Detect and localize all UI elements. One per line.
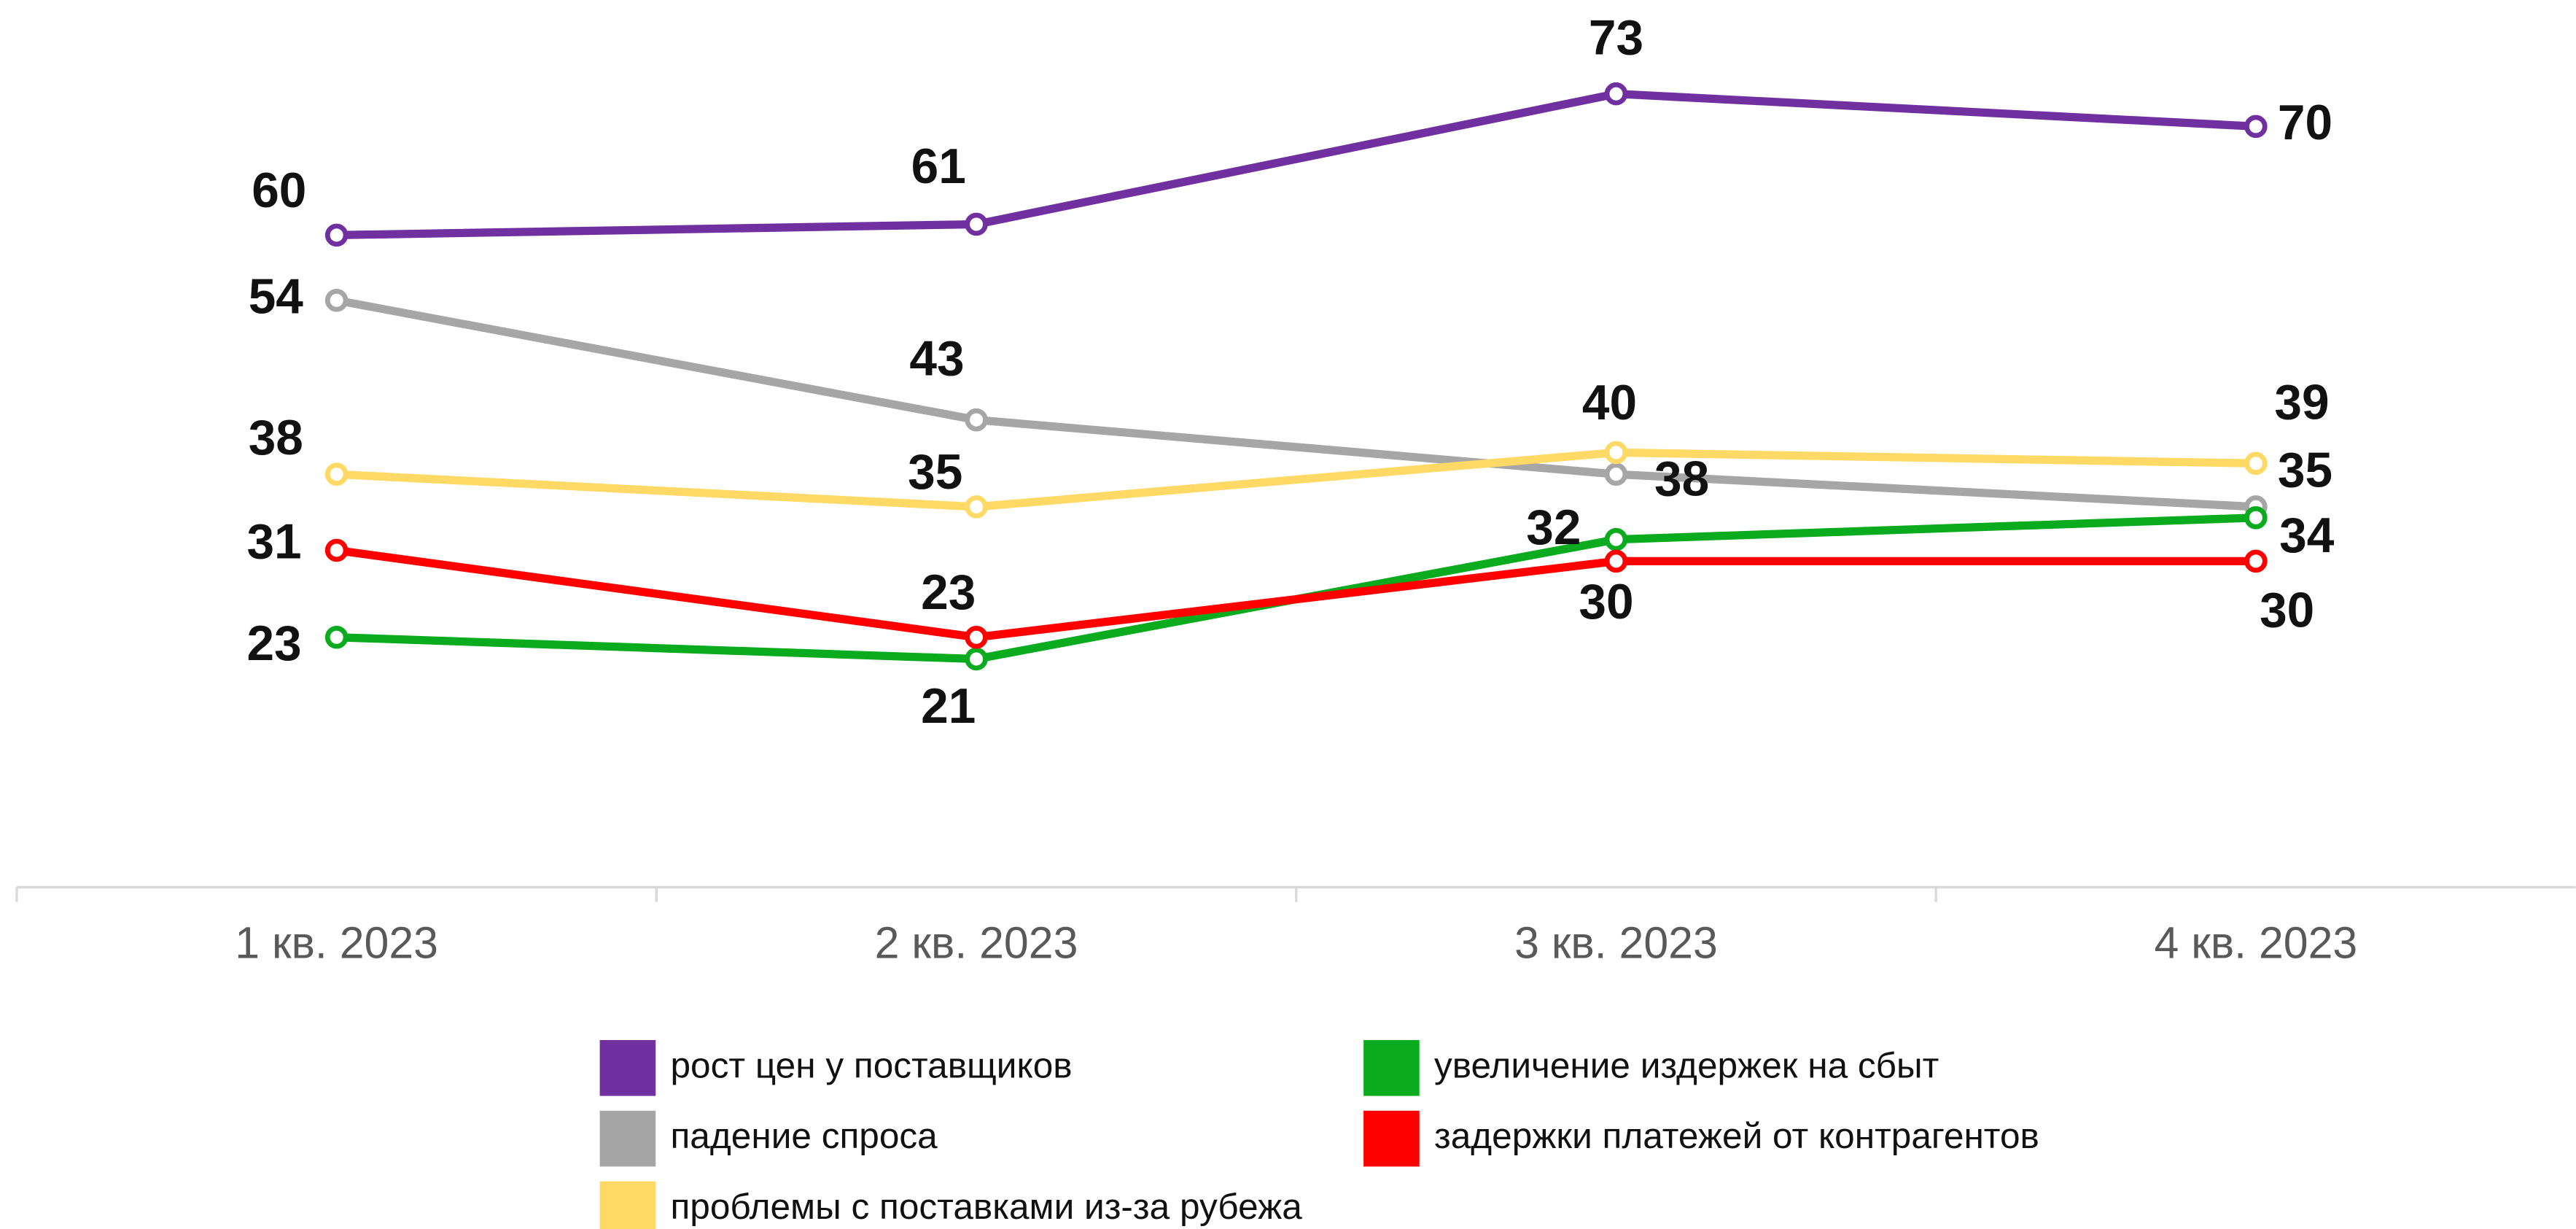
data-label: 60 (252, 163, 306, 218)
point-marker (1604, 549, 1628, 573)
data-label: 38 (1654, 451, 1709, 506)
point-marker (2244, 115, 2268, 139)
point-marker (324, 462, 349, 486)
point-marker (1604, 527, 1628, 551)
point-marker (965, 408, 988, 432)
x-tick-label: 1 кв. 2023 (235, 918, 438, 968)
x-tick-label: 2 кв. 2023 (875, 918, 1078, 968)
point-marker (2244, 506, 2268, 530)
legend-label: проблемы с поставками из-за рубежа (670, 1186, 1302, 1227)
x-tick-label: 4 кв. 2023 (2155, 918, 2358, 968)
point-marker (1604, 82, 1628, 106)
data-label: 35 (908, 445, 962, 500)
point-marker (324, 223, 349, 247)
data-label: 31 (246, 515, 301, 570)
point-marker (965, 647, 988, 671)
point-marker (324, 625, 349, 649)
point-marker (2244, 549, 2268, 573)
data-label: 73 (1589, 10, 1643, 65)
legend-swatch (1363, 1039, 1420, 1096)
data-label: 30 (1579, 575, 1633, 629)
legend-swatch (1363, 1110, 1420, 1167)
legend-swatch (599, 1181, 656, 1229)
data-label: 34 (2279, 508, 2335, 563)
legend-label: падение спроса (670, 1115, 938, 1156)
data-label: 39 (2274, 375, 2329, 430)
data-label: 23 (246, 616, 301, 671)
point-marker (1604, 462, 1628, 486)
data-label: 21 (921, 679, 976, 734)
data-label: 32 (1526, 500, 1581, 555)
series-line (335, 296, 2257, 511)
legend-swatch (599, 1110, 656, 1167)
point-marker (965, 212, 988, 236)
series-line (335, 546, 2256, 642)
legend-label: увеличение издержек на сбыт (1434, 1044, 1939, 1085)
data-label: 40 (1582, 376, 1637, 430)
point-marker (324, 538, 349, 562)
data-label: 54 (249, 270, 304, 325)
data-label: 61 (911, 139, 966, 194)
data-label: 23 (921, 565, 976, 620)
series-line (336, 448, 2256, 511)
legend-label: задержки платежей от контрагентов (1434, 1115, 2039, 1156)
data-label: 35 (2278, 443, 2332, 498)
point-marker (1604, 441, 1628, 465)
legend-swatch (599, 1039, 656, 1096)
data-label: 43 (909, 332, 964, 387)
point-marker (965, 495, 988, 519)
point-marker (965, 625, 988, 649)
series-line (336, 90, 2257, 239)
point-marker (2244, 451, 2268, 476)
point-marker (324, 288, 349, 312)
data-label: 30 (2260, 583, 2314, 637)
data-label: 70 (2278, 96, 2332, 150)
data-label: 38 (249, 411, 303, 465)
legend-label: рост цен у поставщиков (670, 1044, 1072, 1085)
x-tick-label: 3 кв. 2023 (1514, 918, 1718, 968)
